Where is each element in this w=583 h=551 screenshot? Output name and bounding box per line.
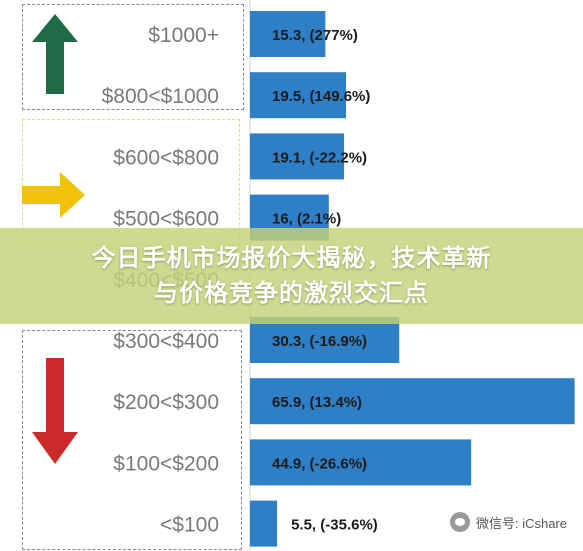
low-price-group-box <box>22 330 242 550</box>
bar <box>250 439 472 486</box>
category-label: $800<$1000 <box>102 85 219 108</box>
data-label: 19.5, (149.6%) <box>272 88 370 105</box>
headline-line-1: 今日手机市场报价大揭秘，技术革新 <box>91 244 492 272</box>
data-label: 15.3, (277%) <box>272 27 358 44</box>
bar <box>250 317 400 363</box>
headline-banner: 今日手机市场报价大揭秘，技术革新 与价格竞争的激烈交汇点 <box>0 228 583 324</box>
bar <box>250 133 345 180</box>
up-arrow-icon <box>32 14 78 94</box>
data-label: 30.3, (-16.9%) <box>272 333 367 350</box>
category-label: $100<$200 <box>113 452 219 475</box>
category-label: $300<$400 <box>113 330 219 353</box>
data-label: 16, (2.1%) <box>272 211 341 228</box>
bar <box>250 72 347 119</box>
category-label: $600<$800 <box>113 146 219 169</box>
headline-line-2: 与价格竞争的激烈交汇点 <box>154 279 429 307</box>
watermark: 微信号: iCshare <box>449 512 567 532</box>
down-arrow-icon <box>32 358 78 464</box>
wechat-icon <box>449 512 470 532</box>
watermark-text: 微信号: iCshare <box>475 515 567 531</box>
data-label: 5.5, (-35.6%) <box>291 517 378 534</box>
category-label: <$100 <box>160 514 219 537</box>
data-label: 65.9, (13.4%) <box>272 394 362 411</box>
bar <box>250 378 575 425</box>
category-label: $200<$300 <box>113 391 219 414</box>
right-arrow-icon <box>22 172 85 218</box>
data-label: 44.9, (-26.6%) <box>272 455 367 472</box>
category-label: $500<$600 <box>113 208 219 231</box>
bar <box>250 11 326 57</box>
data-label: 19.1, (-22.2%) <box>272 149 367 166</box>
category-label: $1000+ <box>148 24 219 47</box>
high-price-group-box <box>22 4 244 110</box>
bar <box>250 500 278 547</box>
